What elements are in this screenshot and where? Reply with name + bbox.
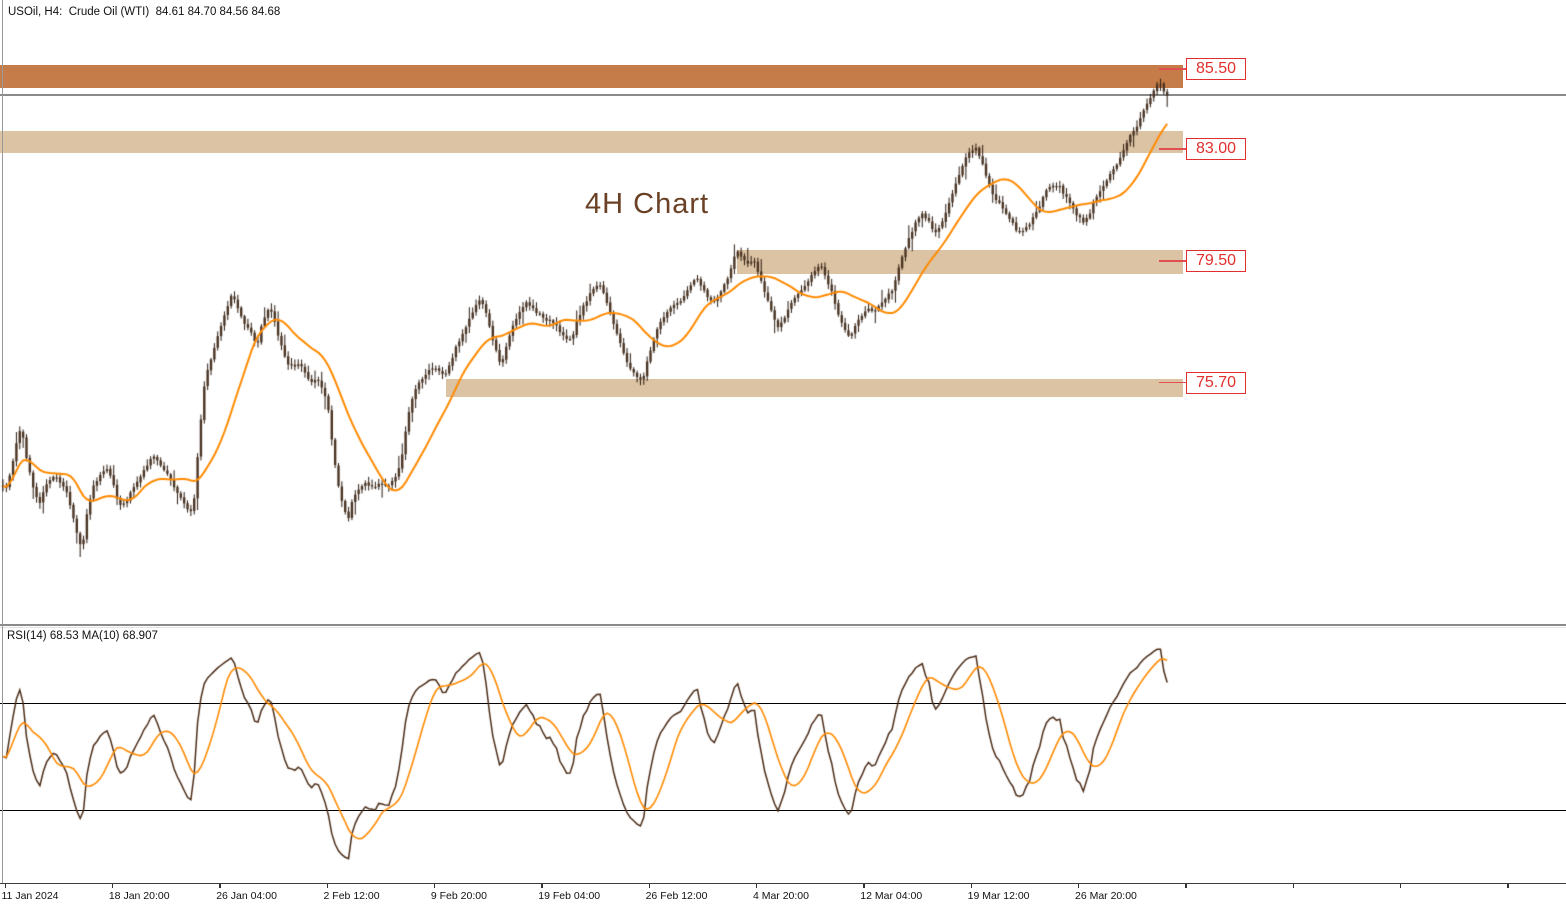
time-axis-label: 11 Jan 2024: [1, 890, 59, 902]
time-axis-tick: [1507, 884, 1509, 888]
time-axis-label: 19 Feb 04:00: [538, 890, 601, 902]
time-axis-label: 18 Jan 20:00: [108, 890, 170, 902]
price-label-79.50[interactable]: 79.50: [1186, 250, 1246, 272]
price-label-83.00[interactable]: 83.00: [1186, 138, 1246, 160]
price-label-85.50[interactable]: 85.50: [1186, 58, 1246, 80]
price-label-connector-85.50: [1159, 68, 1186, 70]
time-axis-tick: [111, 884, 114, 888]
time-axis-tick: [648, 884, 650, 888]
price-label-connector-83.00: [1159, 148, 1186, 150]
chart-annotation-text[interactable]: 4H Chart: [585, 188, 710, 220]
symbol-ohlc-header: USOil, H4: Crude Oil (WTI) 84.61 84.70 8…: [8, 6, 281, 18]
rsi-indicator-label: RSI(14) 68.53 MA(10) 68.907: [7, 630, 158, 642]
time-axis-label: 2 Feb 12:00: [323, 890, 380, 902]
price-label-75.70[interactable]: 75.70: [1186, 371, 1246, 394]
time-axis-label: 26 Jan 04:00: [216, 890, 277, 902]
time-axis-tick: [1078, 884, 1080, 888]
time-axis-tick: [4, 884, 6, 888]
time-axis-tick: [541, 884, 543, 888]
time-axis-tick: [755, 884, 758, 888]
time-axis-tick: [1185, 884, 1187, 888]
time-axis-label: 9 Feb 20:00: [430, 890, 487, 902]
time-axis-label: 4 Mar 20:00: [752, 890, 809, 902]
price-label-connector-79.50: [1159, 260, 1186, 262]
time-axis-tick: [1292, 884, 1295, 888]
time-axis-label: 26 Feb 12:00: [645, 890, 708, 902]
time-axis-label: 12 Mar 04:00: [860, 890, 923, 902]
time-axis-tick: [219, 884, 221, 888]
time-axis-label: 19 Mar 12:00: [967, 890, 1030, 902]
price-label-connector-75.70: [1159, 381, 1186, 384]
time-axis-tick: [326, 884, 328, 888]
time-axis-tick: [1400, 884, 1402, 888]
time-axis-tick: [863, 884, 865, 888]
time-axis-label: 26 Mar 20:00: [1075, 890, 1137, 902]
time-axis-tick: [970, 884, 973, 888]
time-axis-tick: [433, 884, 436, 888]
